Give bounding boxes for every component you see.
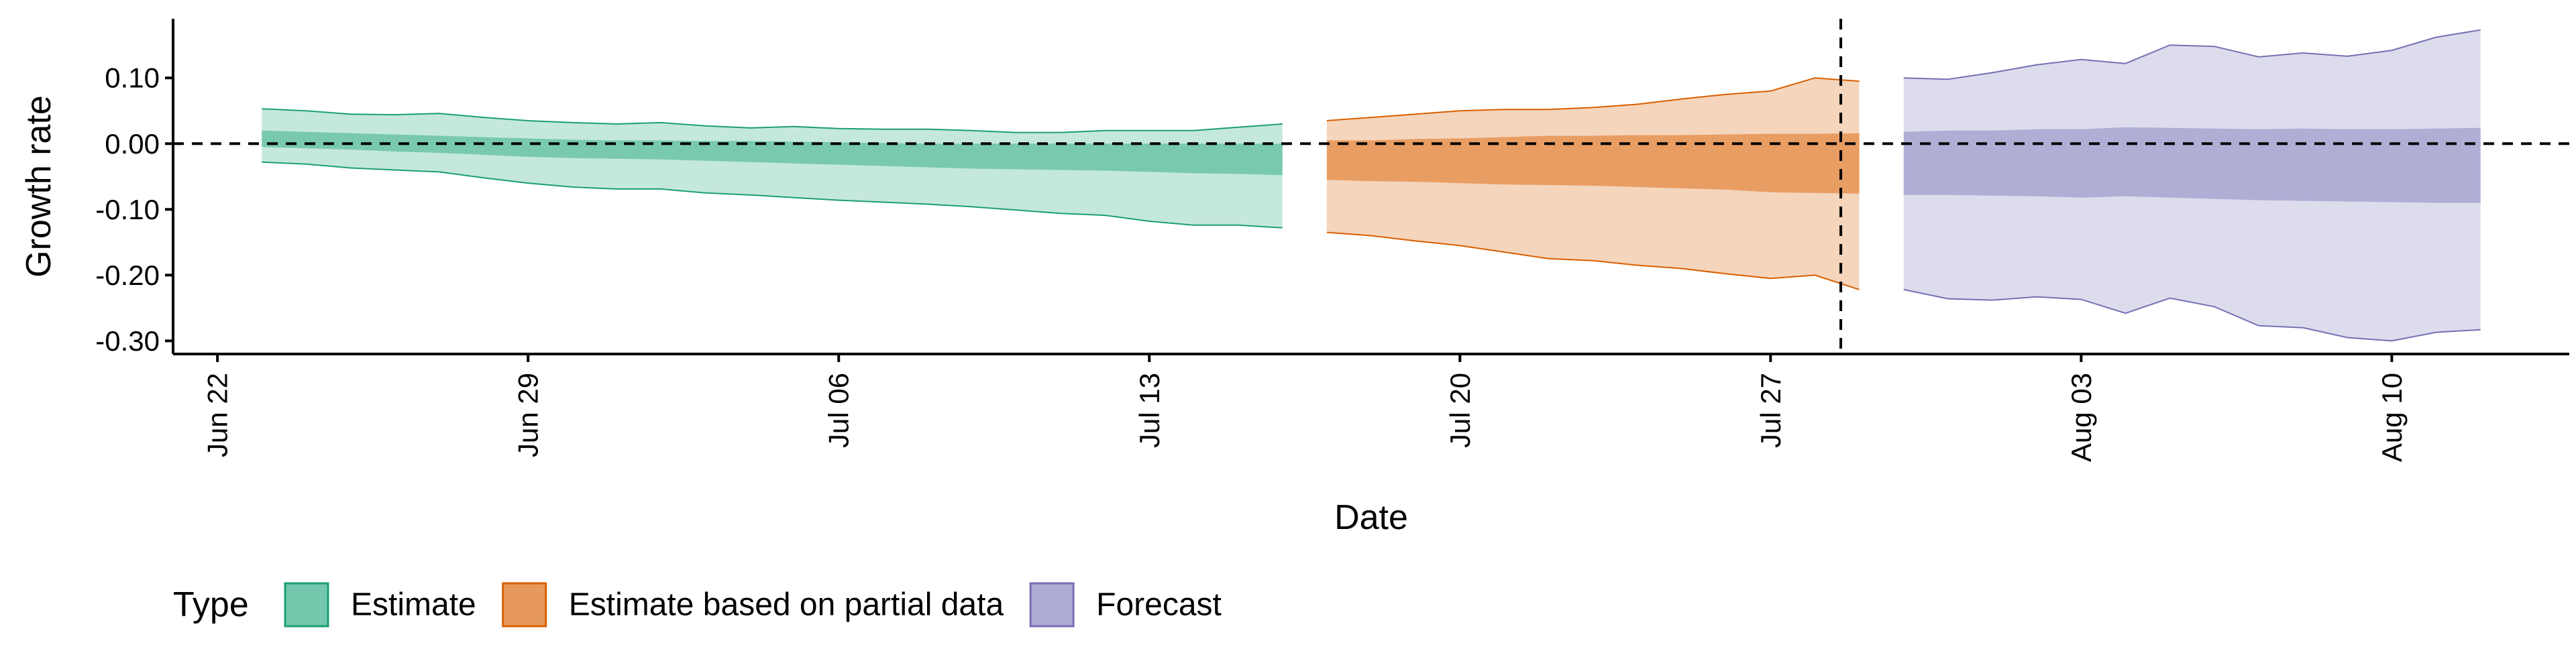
legend-label-forecast: Forecast (1096, 587, 1222, 623)
y-tick-label: -0.10 (95, 194, 160, 225)
x-axis-title: Date (1334, 498, 1408, 537)
legend-key-estimate (284, 582, 329, 628)
forecast-outer-upper-edge (1903, 29, 2481, 80)
y-axis-title: Growth rate (19, 95, 58, 278)
x-tick-label: Jun 22 (202, 373, 233, 457)
forecast-outer-lower-edge (1903, 288, 2481, 342)
estimate-based-on-partial-data-outer-lower-edge (1326, 231, 1860, 290)
estimate-outer-lower-edge (262, 161, 1283, 229)
x-tick-label: Jul 27 (1755, 373, 1786, 448)
estimate-based-on-partial-data-outer-upper-edge (1326, 77, 1860, 121)
x-tick-label: Jul 20 (1444, 373, 1476, 448)
forecast-inner-interval (1903, 127, 2481, 203)
x-tick-label: Aug 03 (2065, 373, 2097, 462)
y-axis-ticks: 0.10 0.00 -0.10 -0.20 -0.30 (95, 62, 173, 357)
y-tick-label: -0.20 (95, 259, 160, 291)
series-bands (262, 29, 2481, 342)
legend-label-estimate: Estimate (351, 587, 476, 623)
legend: Type Estimate Estimate based on partial d… (173, 582, 1222, 628)
legend-label-estimate-based-on-partial-data: Estimate based on partial data (569, 587, 1004, 623)
x-axis-ticks: Jun 22 Jun 29 Jul 06 Jul 13 Jul 20 Jul 27 Aug … (202, 354, 2408, 462)
legend-title: Type (173, 585, 249, 624)
x-tick-label: Jul 06 (823, 373, 855, 448)
x-tick-label: Jun 29 (513, 373, 544, 457)
x-tick-label: Jul 13 (1134, 373, 1165, 448)
legend-key-forecast (1029, 582, 1075, 628)
estimate-based-on-partial-data-inner-interval (1326, 133, 1860, 194)
x-tick-label: Aug 10 (2376, 373, 2408, 462)
y-tick-label: 0.10 (105, 62, 160, 94)
y-tick-label: -0.30 (95, 325, 160, 357)
estimate-inner-interval (262, 130, 1283, 176)
estimate-outer-upper-edge (262, 108, 1283, 133)
legend-key-estimate-based-on-partial-data (502, 582, 547, 628)
y-tick-label: 0.00 (105, 128, 160, 160)
